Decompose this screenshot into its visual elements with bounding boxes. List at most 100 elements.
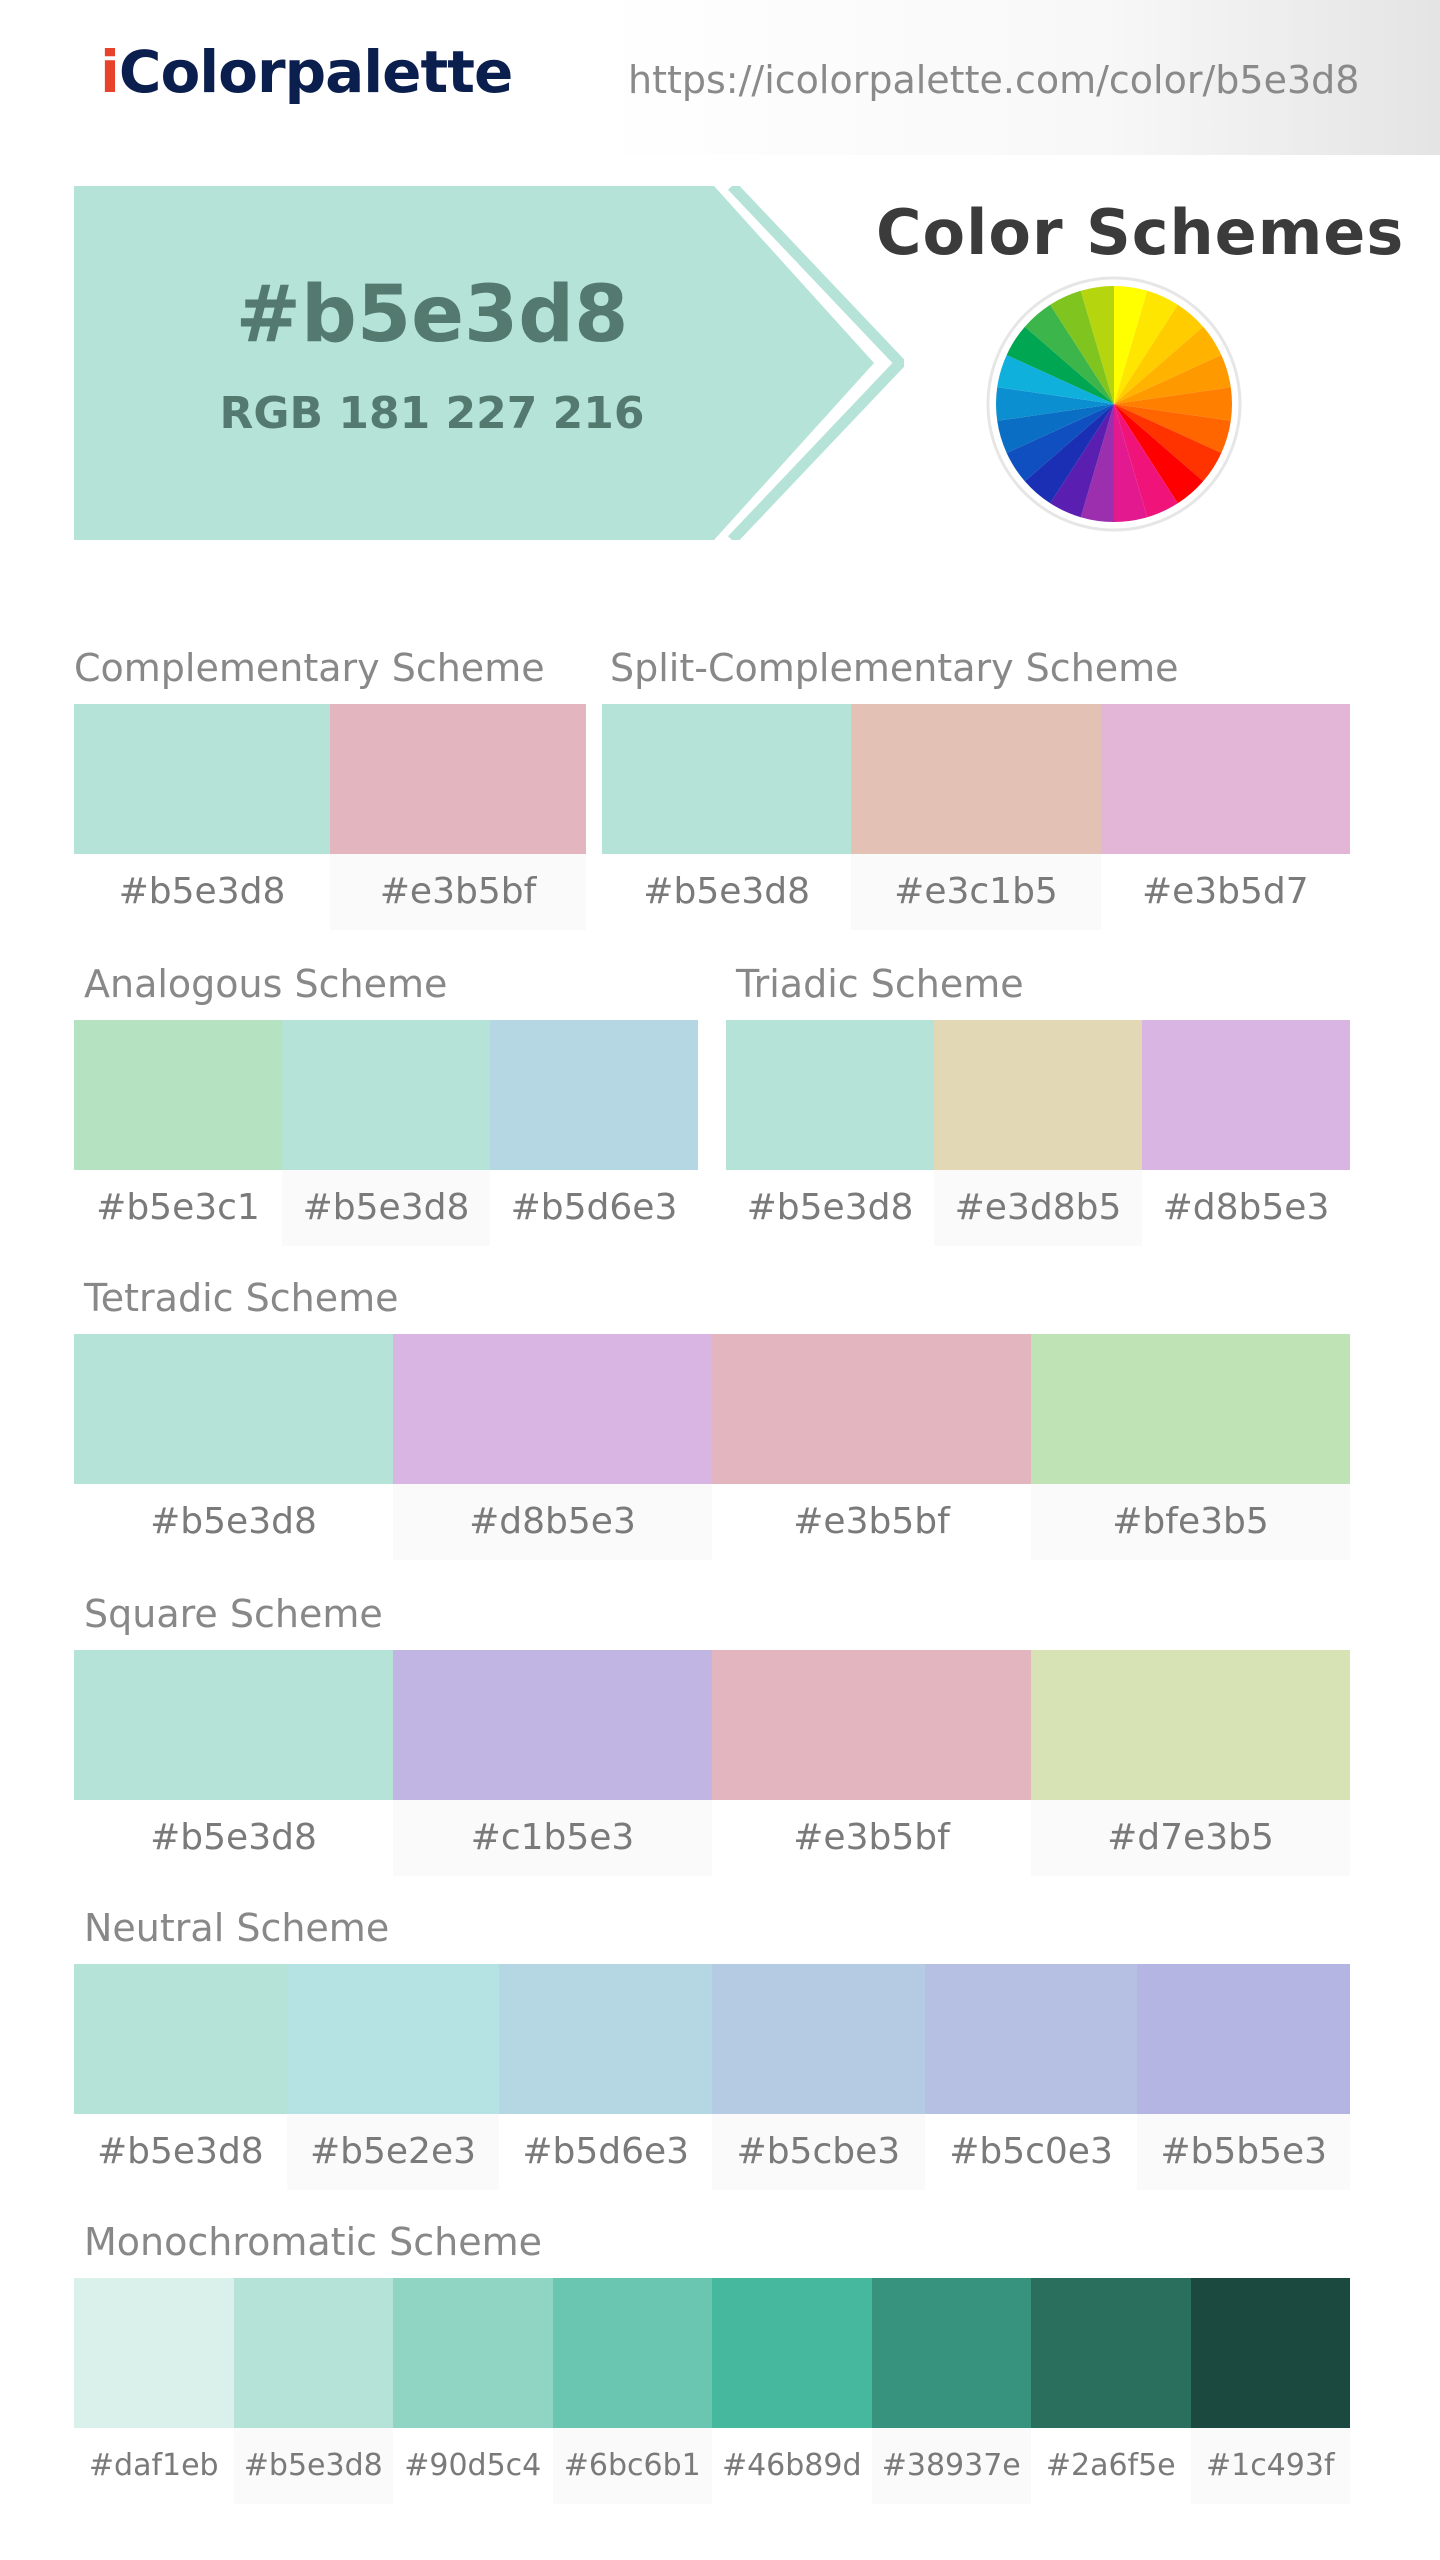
swatch-color-block[interactable] <box>74 1020 282 1170</box>
swatch-color-block[interactable] <box>393 2278 553 2428</box>
swatch-color-block[interactable] <box>499 1964 713 2114</box>
color-swatch[interactable]: #38937e <box>871 2278 1031 2504</box>
color-wheel-segment <box>1080 286 1114 404</box>
swatch-color-block[interactable] <box>490 1020 698 1170</box>
color-swatch[interactable]: #b5e3d8 <box>74 1650 393 1876</box>
color-wheel-segment <box>1114 404 1204 504</box>
scheme-title: Neutral Scheme <box>84 1906 390 1950</box>
color-swatch[interactable]: #b5d6e3 <box>490 1020 698 1246</box>
swatch-color-block[interactable] <box>924 1964 1138 2114</box>
swatch-hex-label: #d8b5e3 <box>393 1484 712 1560</box>
swatch-color-block[interactable] <box>1142 1020 1350 1170</box>
color-swatch[interactable]: #b5e3d8 <box>74 1964 287 2190</box>
monochromatic-scheme: Monochromatic Scheme #daf1eb #b5e3d8 #90d5c… <box>74 2220 1350 2508</box>
color-swatch[interactable]: #e3c1b5 <box>851 704 1101 930</box>
color-swatch[interactable]: #c1b5e3 <box>393 1650 712 1876</box>
swatch-hex-label: #b5e3d8 <box>746 1187 914 1228</box>
color-swatch[interactable]: #e3b5bf <box>330 704 586 930</box>
site-logo[interactable]: iColorpalette <box>100 38 513 106</box>
color-swatch[interactable]: #e3b5bf <box>712 1334 1031 1560</box>
page-url[interactable]: https://icolorpalette.com/color/b5e3d8 <box>628 58 1360 102</box>
swatch-color-block[interactable] <box>726 1020 934 1170</box>
swatch-color-block[interactable] <box>282 1020 490 1170</box>
swatch-color-block[interactable] <box>74 1334 393 1484</box>
logo-i-letter: i <box>100 38 120 106</box>
swatch-hex-label: #38937e <box>871 2428 1031 2504</box>
swatch-hex-label: #2a6f5e <box>1045 2448 1176 2483</box>
color-swatch[interactable]: #daf1eb <box>74 2278 234 2504</box>
logo-wordmark: Colorpalette <box>118 38 513 106</box>
color-swatch[interactable]: #e3b5bf <box>712 1650 1031 1876</box>
triadic-scheme: Triadic Scheme #b5e3d8 #e3d8b5 #d8b5e3 <box>726 962 1350 1250</box>
swatch-color-block[interactable] <box>1100 704 1350 854</box>
complementary-scheme: Complementary Scheme #b5e3d8 #e3b5bf <box>74 646 586 934</box>
swatch-color-block[interactable] <box>1031 2278 1191 2428</box>
swatch-color-block[interactable] <box>74 2278 234 2428</box>
color-swatch[interactable]: #d8b5e3 <box>1142 1020 1350 1246</box>
swatch-color-block[interactable] <box>602 704 852 854</box>
swatch-hex-label: #c1b5e3 <box>393 1800 712 1876</box>
color-swatch[interactable]: #b5e3d8 <box>233 2278 393 2504</box>
swatch-hex-label: #b5e3d8 <box>282 1170 490 1246</box>
swatch-color-block[interactable] <box>712 1964 925 2114</box>
color-swatch[interactable]: #b5e3d8 <box>726 1020 934 1246</box>
swatch-color-block[interactable] <box>74 1964 287 2114</box>
swatch-color-block[interactable] <box>1190 2278 1350 2428</box>
swatch-color-block[interactable] <box>1137 1964 1351 2114</box>
swatch-color-block[interactable] <box>712 2278 872 2428</box>
color-swatch[interactable]: #b5cbe3 <box>712 1964 925 2190</box>
color-swatch[interactable]: #e3d8b5 <box>934 1020 1142 1246</box>
swatch-color-block[interactable] <box>871 2278 1031 2428</box>
color-swatch[interactable]: #b5e2e3 <box>286 1964 500 2190</box>
swatch-row: #b5e3c1 #b5e3d8 #b5d6e3 <box>74 1020 698 1246</box>
swatch-color-block[interactable] <box>1031 1334 1350 1484</box>
color-swatch[interactable]: #1c493f <box>1190 2278 1350 2504</box>
swatch-color-block[interactable] <box>851 704 1101 854</box>
swatch-color-block[interactable] <box>393 1334 712 1484</box>
swatch-color-block[interactable] <box>1031 1650 1350 1800</box>
swatch-color-block[interactable] <box>712 1334 1031 1484</box>
swatch-hex-label: #90d5c4 <box>404 2448 542 2483</box>
swatch-hex-label: #b5d6e3 <box>510 1187 678 1228</box>
swatch-hex-label: #b5cbe3 <box>712 2114 925 2190</box>
color-wheel-segment <box>1050 404 1114 518</box>
scheme-title: Triadic Scheme <box>736 962 1024 1006</box>
color-swatch[interactable]: #d7e3b5 <box>1031 1650 1350 1876</box>
color-swatch[interactable]: #b5d6e3 <box>499 1964 713 2190</box>
color-wheel-segment <box>1114 404 1222 482</box>
color-swatch[interactable]: #bfe3b5 <box>1031 1334 1350 1560</box>
color-swatch[interactable]: #e3b5d7 <box>1100 704 1350 930</box>
color-swatch[interactable]: #90d5c4 <box>393 2278 553 2504</box>
swatch-color-block[interactable] <box>74 1650 393 1800</box>
swatch-color-block[interactable] <box>934 1020 1142 1170</box>
color-swatch[interactable]: #b5e3d8 <box>74 1334 393 1560</box>
color-swatch[interactable]: #b5e3c1 <box>74 1020 282 1246</box>
neutral-scheme: Neutral Scheme #b5e3d8 #b5e2e3 #b5d6e3 #b5cb… <box>74 1906 1351 2194</box>
color-swatch[interactable]: #d8b5e3 <box>393 1334 712 1560</box>
swatch-row: #b5e3d8 #c1b5e3 #e3b5bf #d7e3b5 <box>74 1650 1350 1876</box>
swatch-hex-label: #b5e3c1 <box>96 1187 260 1228</box>
color-wheel-segment <box>1114 404 1231 454</box>
color-swatch[interactable]: #b5e3d8 <box>602 704 852 930</box>
color-wheel-segment <box>1114 304 1204 404</box>
hero-arrow-outline <box>728 186 904 540</box>
swatch-color-block[interactable] <box>552 2278 712 2428</box>
swatch-hex-label: #bfe3b5 <box>1031 1484 1350 1560</box>
color-swatch[interactable]: #2a6f5e <box>1031 2278 1191 2504</box>
swatch-color-block[interactable] <box>233 2278 393 2428</box>
color-swatch[interactable]: #b5b5e3 <box>1137 1964 1351 2190</box>
color-swatch[interactable]: #b5e3d8 <box>74 704 330 930</box>
color-swatch[interactable]: #6bc6b1 <box>552 2278 712 2504</box>
color-swatch[interactable]: #46b89d <box>712 2278 872 2504</box>
color-swatch[interactable]: #b5e3d8 <box>282 1020 490 1246</box>
swatch-color-block[interactable] <box>330 704 586 854</box>
color-wheel-segment <box>997 354 1114 404</box>
color-wheel-segment <box>1080 404 1114 522</box>
swatch-color-block[interactable] <box>74 704 330 854</box>
swatch-color-block[interactable] <box>393 1650 712 1800</box>
color-swatch[interactable]: #b5c0e3 <box>924 1964 1138 2190</box>
color-wheel-segment <box>1114 354 1231 404</box>
hero-rgb-value: RGB 181 227 216 <box>219 388 645 439</box>
swatch-color-block[interactable] <box>712 1650 1031 1800</box>
swatch-color-block[interactable] <box>286 1964 500 2114</box>
